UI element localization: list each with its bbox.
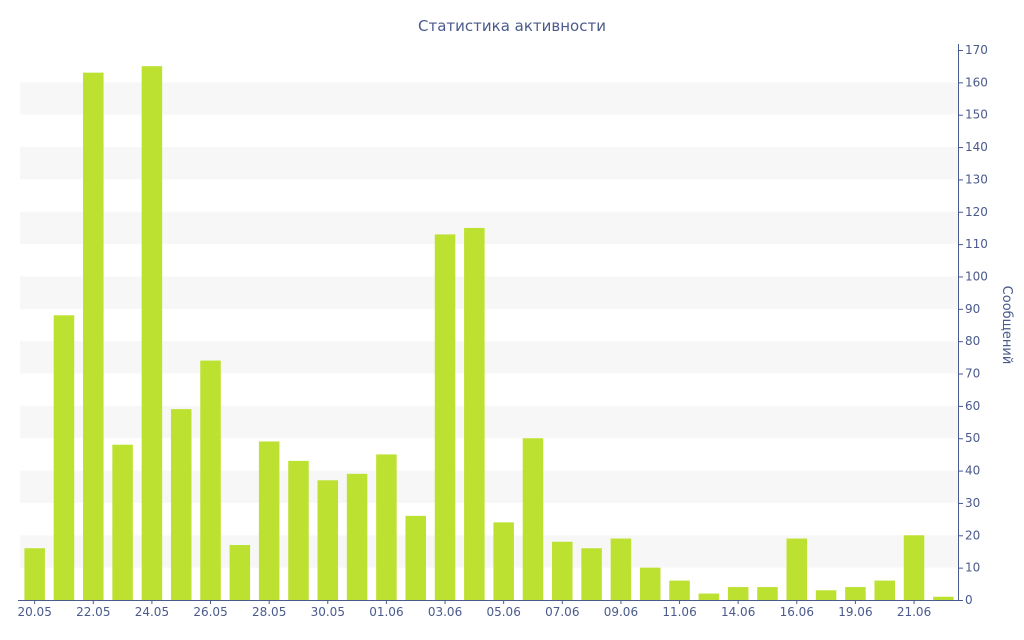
x-tick-label: 11.06	[662, 605, 696, 619]
x-tick-label: 03.06	[428, 605, 462, 619]
bar	[376, 454, 397, 600]
x-tick-label: 24.05	[135, 605, 169, 619]
bar-series	[24, 66, 954, 601]
bar	[405, 515, 426, 600]
x-tick-label: 21.06	[897, 605, 931, 619]
y-tick-label: 100	[965, 269, 988, 283]
x-tick-label: 07.06	[545, 605, 579, 619]
y-axis-ticks: 0 10 20 30 40 50 60 70 80 90 100 110 120 130 140 150 160…	[958, 43, 988, 607]
grid-band	[20, 82, 958, 115]
bar	[24, 548, 45, 600]
x-tick-label: 22.05	[76, 605, 110, 619]
bar	[698, 593, 720, 600]
bar	[346, 473, 368, 600]
bar	[141, 66, 163, 601]
bar	[903, 535, 925, 600]
y-tick-label: 80	[965, 334, 980, 348]
x-tick-label: 19.06	[838, 605, 872, 619]
bar	[493, 522, 514, 600]
bar	[200, 360, 221, 600]
y-tick-label: 50	[965, 431, 980, 445]
x-tick-label: 26.05	[193, 605, 227, 619]
y-tick-label: 150	[965, 108, 988, 122]
y-tick-label: 140	[965, 140, 988, 154]
y-tick-label: 20	[965, 528, 980, 542]
bar	[727, 587, 749, 600]
y-tick-label: 40	[965, 464, 980, 478]
x-tick-label: 30.05	[311, 605, 345, 619]
y-tick-label: 0	[965, 593, 973, 607]
y-tick-label: 110	[965, 237, 988, 251]
bar	[552, 541, 573, 600]
bar	[639, 567, 661, 600]
bar	[845, 587, 866, 600]
bar	[815, 590, 837, 600]
bar	[53, 315, 75, 600]
bar	[757, 587, 778, 600]
x-tick-label: 20.05	[17, 605, 51, 619]
y-tick-label: 70	[965, 367, 980, 381]
bar	[229, 545, 251, 600]
y-tick-label: 130	[965, 172, 988, 186]
bar	[933, 596, 954, 600]
bar	[258, 441, 280, 600]
grid-band	[20, 211, 958, 245]
grid-band	[20, 341, 958, 374]
y-tick-label: 90	[965, 302, 980, 316]
y-tick-label: 60	[965, 399, 980, 413]
grid-band	[20, 147, 958, 180]
x-tick-label: 09.06	[604, 605, 638, 619]
bar	[83, 72, 104, 600]
grid-bands	[20, 82, 958, 568]
bar	[170, 409, 192, 600]
y-tick-label: 170	[965, 43, 988, 57]
bar	[434, 234, 456, 600]
bar	[522, 438, 544, 600]
grid-band	[20, 276, 958, 309]
chart-title: Статистика активности	[418, 17, 606, 35]
bar	[610, 538, 632, 600]
bar	[669, 580, 690, 600]
y-tick-label: 10	[965, 561, 980, 575]
y-tick-label: 160	[965, 75, 988, 89]
bar	[288, 460, 309, 600]
bar	[112, 444, 133, 600]
x-tick-label: 28.05	[252, 605, 286, 619]
x-tick-label: 05.06	[486, 605, 520, 619]
x-tick-label: 14.06	[721, 605, 755, 619]
bar	[464, 227, 485, 600]
bar	[317, 480, 339, 600]
x-tick-label: 01.06	[369, 605, 403, 619]
axes	[18, 44, 960, 601]
x-tick-label: 16.06	[780, 605, 814, 619]
bar	[874, 580, 895, 600]
bar	[786, 538, 808, 600]
y-axis-label: Сообщений	[999, 286, 1014, 365]
y-tick-label: 120	[965, 205, 988, 219]
bar	[581, 548, 602, 600]
x-axis-ticks: 20.05 22.05 24.05 26.05 28.05 30.05 01.06 03.06…	[17, 600, 931, 619]
y-tick-label: 30	[965, 496, 980, 510]
